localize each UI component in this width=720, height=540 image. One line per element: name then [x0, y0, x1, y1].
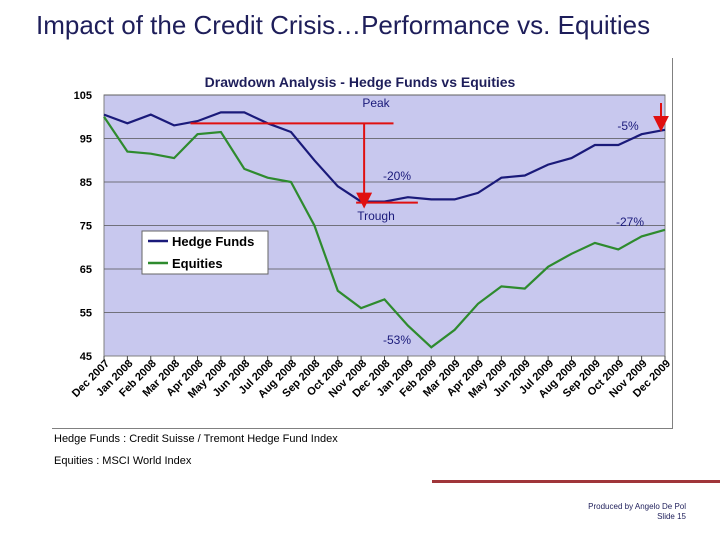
- slide-title: Impact of the Credit Crisis…Performance …: [36, 10, 651, 40]
- source-equities: Equities : MSCI World Index: [54, 455, 192, 467]
- footer-slide-number: Slide 15: [657, 512, 686, 521]
- y-tick-label: 55: [80, 308, 92, 320]
- y-tick-label: 95: [80, 134, 92, 146]
- annotation-peak: Peak: [362, 96, 390, 110]
- annotation-trough: Trough: [357, 209, 395, 223]
- annotation-equities-current: -27%: [616, 215, 644, 229]
- annotation-hedge-drawdown: -20%: [383, 169, 411, 183]
- annotation-equities-drawdown: -53%: [383, 333, 411, 347]
- footer-divider: [432, 480, 720, 483]
- legend-box: [141, 230, 269, 275]
- y-tick-label: 105: [74, 90, 92, 102]
- chart-title: Drawdown Analysis - Hedge Funds vs Equit…: [205, 74, 516, 90]
- y-tick-label: 45: [80, 351, 92, 363]
- y-tick-label: 65: [80, 264, 92, 276]
- footer-author: Produced by Angelo De Pol: [588, 502, 686, 511]
- y-tick-label: 85: [80, 177, 92, 189]
- annotation-hedge-current: -5%: [617, 119, 639, 133]
- y-tick-label: 75: [80, 221, 92, 233]
- series-line-equities: [103, 116, 666, 349]
- legend-label: Equities: [172, 256, 223, 271]
- legend-label: Hedge Funds: [172, 234, 254, 249]
- source-hedge-funds: Hedge Funds : Credit Suisse / Tremont He…: [54, 433, 338, 445]
